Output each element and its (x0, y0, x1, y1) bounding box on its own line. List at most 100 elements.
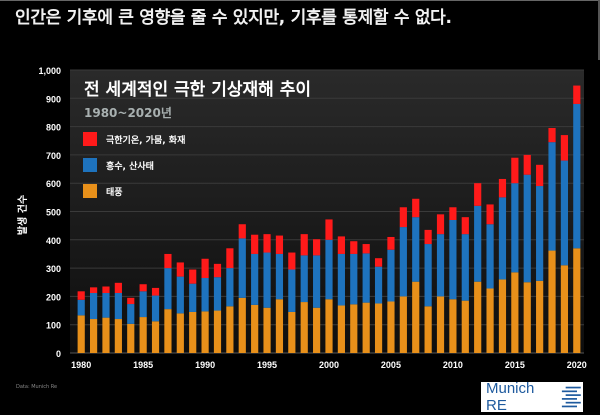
bar-2001-series-2 (337, 236, 345, 254)
bar-2013-series-2 (486, 204, 494, 225)
y-tick-label: 700 (46, 151, 61, 161)
bar-1984-series-1 (127, 304, 135, 324)
bar-2003-series-2 (362, 244, 370, 254)
bar-1986-series-2 (151, 287, 160, 296)
data-source: Data: Munich Re (16, 384, 58, 390)
bar-2009-series-0 (436, 296, 445, 353)
bar-1980-series-0 (77, 315, 85, 353)
x-tick-label: 1995 (257, 360, 277, 370)
bar-1982-series-1 (102, 293, 110, 318)
bar-2011-series-0 (461, 300, 469, 353)
bar-2009-series-2 (436, 214, 445, 235)
x-tick-label: 2010 (443, 360, 463, 370)
bar-1984-series-2 (127, 297, 135, 305)
bar-1987-series-0 (164, 309, 172, 353)
bar-1986-series-1 (151, 295, 160, 322)
y-tick-label: 500 (46, 208, 61, 218)
bar-1985-series-2 (139, 284, 147, 292)
bar-1993-series-1 (238, 238, 246, 298)
top-border (0, 0, 600, 1)
bar-1997-series-0 (288, 311, 296, 353)
bar-1992-series-1 (226, 268, 234, 307)
x-tick-label: 2015 (505, 360, 525, 370)
bar-1989-series-1 (189, 283, 197, 312)
bar-2018-series-0 (548, 250, 556, 353)
headline: 인간은 기후에 큰 영향을 줄 수 있지만, 기후를 통제할 수 없다. (15, 8, 452, 28)
x-tick-label: 1990 (195, 360, 215, 370)
bar-1982-series-0 (102, 317, 110, 353)
bar-2020-series-0 (573, 248, 581, 353)
bar-2019-series-1 (560, 160, 569, 266)
bar-2017-series-0 (536, 280, 544, 353)
y-axis-label: 발생 건수 (16, 195, 29, 235)
bar-2016-series-0 (523, 282, 531, 353)
bar-2015-series-1 (511, 183, 519, 273)
bar-2004-series-1 (374, 266, 383, 304)
bar-2004-series-0 (374, 303, 383, 353)
bar-1998-series-1 (300, 255, 308, 303)
bar-2011-series-2 (461, 217, 469, 235)
bar-1995-series-1 (263, 252, 271, 308)
bar-2015-series-2 (511, 157, 519, 184)
bar-1980-series-1 (77, 299, 85, 316)
y-tick-label: 600 (46, 179, 61, 189)
bar-1981-series-0 (89, 319, 98, 353)
bar-1984-series-0 (127, 323, 135, 353)
bar-1998-series-0 (300, 302, 308, 353)
logo-text: Munich RE (486, 380, 535, 414)
bar-2014-series-2 (498, 178, 507, 198)
bar-1997-series-2 (288, 252, 296, 270)
bar-2017-series-2 (536, 164, 544, 187)
bar-2012-series-1 (474, 205, 482, 282)
bar-1989-series-2 (189, 269, 197, 284)
bar-2018-series-2 (548, 128, 556, 143)
bar-2001-series-1 (337, 253, 345, 306)
bar-2010-series-2 (449, 207, 457, 220)
bar-1989-series-0 (189, 311, 197, 353)
bar-2019-series-2 (560, 135, 569, 161)
bar-1983-series-1 (114, 293, 122, 320)
bar-1995-series-0 (263, 307, 271, 353)
bar-1994-series-2 (251, 234, 259, 254)
bar-1996-series-2 (275, 235, 284, 254)
bar-1987-series-1 (164, 268, 172, 310)
y-tick-label: 100 (46, 321, 61, 331)
bar-1990-series-1 (201, 278, 209, 312)
bar-1994-series-0 (251, 304, 259, 353)
bar-2006-series-2 (399, 207, 407, 228)
bar-1990-series-2 (201, 258, 209, 279)
bar-1992-series-0 (226, 306, 234, 353)
bar-1998-series-2 (300, 234, 308, 256)
bar-2013-series-1 (486, 224, 494, 289)
bar-1997-series-1 (288, 269, 296, 312)
legend-label: 태풍 (106, 186, 123, 198)
y-tick-label: 400 (46, 236, 61, 246)
bar-2014-series-0 (498, 279, 507, 353)
bar-1985-series-1 (139, 291, 147, 318)
y-tick-label: 300 (46, 264, 61, 274)
bar-2010-series-1 (449, 219, 457, 300)
bar-2008-series-2 (424, 229, 432, 245)
y-tick-label: 200 (46, 292, 61, 302)
bar-2007-series-0 (412, 281, 420, 353)
x-tick-label: 2005 (381, 360, 401, 370)
bar-2019-series-0 (560, 265, 569, 353)
bar-1994-series-1 (251, 253, 259, 305)
bar-2018-series-1 (548, 142, 556, 251)
bar-2003-series-0 (362, 302, 370, 353)
bar-2003-series-1 (362, 253, 370, 303)
x-tick-label: 1980 (71, 360, 91, 370)
bar-2006-series-1 (399, 227, 407, 297)
bar-2004-series-2 (374, 258, 383, 267)
bar-1988-series-0 (176, 313, 184, 353)
bar-2008-series-1 (424, 244, 432, 307)
bar-2016-series-1 (523, 174, 531, 283)
bar-2005-series-2 (387, 236, 395, 250)
bar-1985-series-0 (139, 317, 147, 353)
bar-1991-series-0 (213, 310, 222, 353)
legend-label: 홍수, 산사태 (106, 160, 154, 172)
legend-swatch (83, 158, 97, 172)
bar-1995-series-2 (263, 234, 271, 253)
bar-1996-series-0 (275, 299, 284, 353)
bar-1999-series-2 (313, 239, 321, 256)
